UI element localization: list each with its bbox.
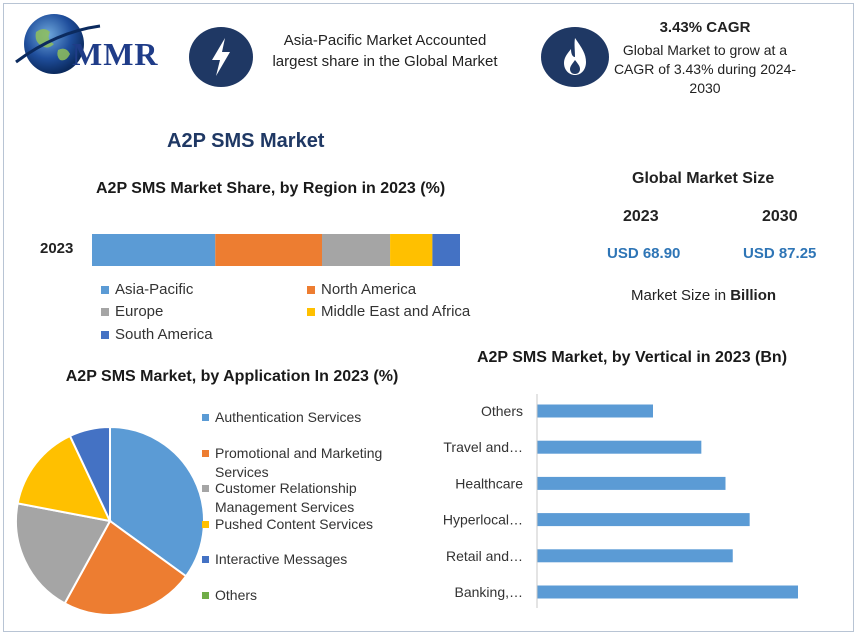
market-size-year-2030: 2030 (762, 208, 798, 225)
region-category-label: 2023 (40, 240, 74, 257)
legend-swatch (307, 286, 315, 294)
application-legend-label: Interactive Messages (215, 551, 348, 567)
market-size-note: Market Size in Billion (631, 287, 776, 304)
application-legend-item-authentication-services: Authentication Services (202, 408, 402, 427)
vertical-bar-retail-and (537, 549, 733, 563)
vertical-tick-label: Others (481, 403, 523, 419)
legend-swatch (307, 308, 315, 316)
legend-swatch (101, 331, 109, 339)
globe-logo-icon (15, 14, 101, 74)
region-legend-label: Asia-Pacific (115, 281, 194, 298)
vertical-bar-others (537, 404, 653, 418)
application-legend-label: Pushed Content Services (215, 516, 373, 532)
vertical-tick-label: Hyperlocal… (443, 512, 523, 528)
legend-swatch (202, 450, 209, 457)
pie-slice-promotional-and-marketing-services (63, 519, 188, 616)
region-legend-label: North America (321, 281, 417, 298)
logo-text: MMR (72, 36, 159, 72)
application-legend-label: Customer Relationship Management Service… (215, 480, 357, 515)
market-size-note-unit: Billion (730, 287, 777, 304)
market-size-title: Global Market Size (632, 170, 775, 187)
market-size-year-2023: 2023 (623, 208, 659, 225)
flame-icon (540, 26, 610, 88)
region-bar-segment-south-america (432, 234, 460, 266)
vertical-bar-chart: Others Travel and… Healthcare Hyperlocal… Re… (443, 394, 798, 608)
legend-swatch (101, 308, 109, 316)
vertical-chart-title: A2P SMS Market, by Vertical in 2023 (Bn) (476, 349, 788, 366)
application-legend-label: Authentication Services (215, 409, 362, 425)
pie-slice-interactive-messages (68, 426, 111, 522)
application-legend-label: Promotional and Marketing Services (215, 445, 383, 480)
vertical-tick-label: Healthcare (455, 475, 523, 491)
application-chart-title: A2P SMS Market, by Application In 2023 (… (65, 368, 399, 385)
vertical-bar-healthcare (537, 476, 726, 490)
region-legend-item-north-america: North America (307, 281, 416, 298)
legend-swatch (202, 592, 209, 599)
vertical-bar-hyperlocal (537, 513, 750, 527)
region-legend-item-asia-pacific: Asia-Pacific (101, 281, 193, 298)
pie-slice-pushed-content-services (16, 434, 112, 523)
vertical-tick-label: Retail and… (446, 548, 523, 564)
region-legend-label: South America (115, 326, 213, 343)
application-legend-item-others: Others (202, 586, 402, 605)
application-legend-label: Others (215, 587, 258, 603)
legend-swatch (202, 485, 209, 492)
legend-swatch (202, 414, 209, 421)
legend-swatch (101, 286, 109, 294)
company-logo: MMR (12, 10, 172, 80)
vertical-bar-travel-and (537, 440, 702, 454)
region-callout-text: Asia-Pacific Market Accounted largest sh… (272, 32, 498, 70)
cagr-callout-text: Global Market to grow at a CAGR of 3.43%… (613, 42, 797, 96)
vertical-bar-banking (537, 585, 798, 599)
market-size-value-2030: USD 87.25 (743, 245, 817, 262)
pie-slice-authentication-services (109, 426, 205, 578)
market-size-note-prefix: Market Size in (631, 287, 731, 304)
cagr-callout-title: 3.43% CAGR (659, 19, 751, 36)
application-legend-item-promotional-and-marketing-services: Promotional and Marketing Services (202, 444, 402, 482)
vertical-tick-label: Travel and… (443, 439, 523, 455)
page-title: A2P SMS Market (167, 130, 325, 152)
lightning-icon (188, 26, 254, 88)
legend-swatch (202, 556, 209, 563)
region-bar-segment-asia-pacific (92, 234, 216, 266)
region-bar-segment-north-america (215, 234, 322, 266)
region-chart-title: A2P SMS Market Share, by Region in 2023 … (96, 180, 446, 197)
region-legend-item-middle-east-and-africa: Middle East and Africa (307, 303, 470, 320)
region-legend-label: Europe (115, 303, 164, 320)
pie-slice-customer-relationship-management-services (15, 502, 112, 605)
application-legend-item-interactive-messages: Interactive Messages (202, 550, 402, 569)
region-bar-segment-middle-east-and-africa (390, 234, 433, 266)
application-legend-item-pushed-content-services: Pushed Content Services (202, 515, 402, 534)
region-legend-item-europe: Europe (101, 303, 163, 320)
region-legend-item-south-america: South America (101, 326, 213, 343)
vertical-tick-label: Banking,… (455, 584, 523, 600)
application-legend-item-customer-relationship-management-services: Customer Relationship Management Service… (202, 479, 402, 517)
legend-swatch (202, 521, 209, 528)
region-stacked-bar (92, 234, 460, 266)
market-size-value-2023: USD 68.90 (607, 245, 681, 262)
application-pie-chart (15, 426, 205, 616)
infographic-frame (3, 3, 854, 632)
region-bar-segment-europe (322, 234, 391, 266)
region-legend-label: Middle East and Africa (321, 303, 471, 320)
